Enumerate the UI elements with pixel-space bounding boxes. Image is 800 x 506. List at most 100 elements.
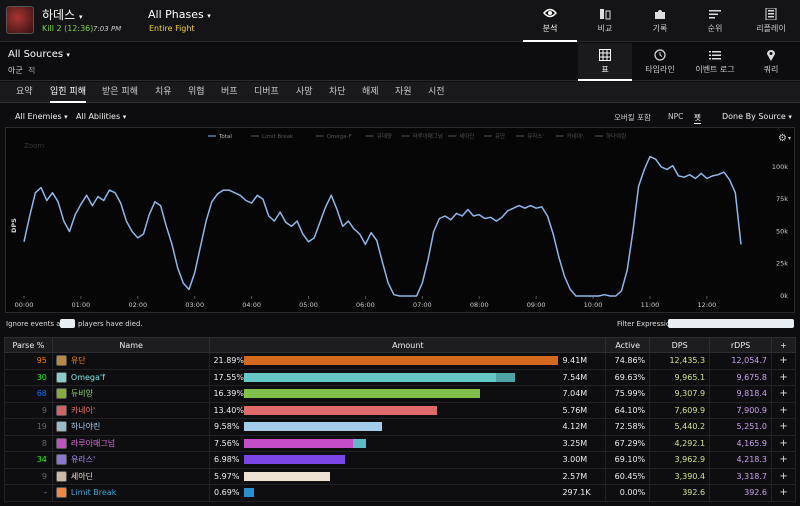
col-active[interactable]: Active bbox=[605, 337, 651, 353]
npc-toggle[interactable]: NPC bbox=[668, 112, 684, 121]
tab-buffs[interactable]: 버프 bbox=[221, 87, 238, 97]
col-amount[interactable]: Amount bbox=[209, 337, 607, 353]
table-row[interactable]: 9 카네아' 13.40% 5.76M 64.10% 7,609.9 7,900.9 + bbox=[4, 401, 796, 419]
player-name[interactable]: 하나야린 bbox=[70, 422, 101, 432]
col-parse[interactable]: Parse % bbox=[4, 337, 53, 353]
table-row[interactable]: 8 라루아매그넘 7.56% 3.25M 67.29% 4,292.1 4,165.9 + bbox=[4, 434, 796, 452]
nav-compare[interactable]: 비교 bbox=[578, 0, 632, 42]
dps-value: 7,609.9 bbox=[674, 405, 706, 415]
x-tick-label: 04:00 bbox=[242, 301, 261, 309]
abilities-filter[interactable]: All Abilities ▾ bbox=[76, 112, 126, 121]
boss-avatar bbox=[6, 6, 34, 34]
name-cell[interactable]: 하나야린 bbox=[51, 418, 211, 436]
name-cell[interactable]: Omega'f bbox=[51, 368, 211, 386]
expand-button[interactable]: + bbox=[771, 434, 796, 452]
name-cell[interactable]: 유단 bbox=[51, 352, 211, 370]
nav-rankings[interactable]: 순위 bbox=[688, 0, 742, 42]
table-row[interactable]: 68 듀비양 16.39% 7.04M 75.99% 9,307.9 9,818.4 + bbox=[4, 385, 796, 403]
expand-button[interactable]: + bbox=[771, 352, 796, 370]
name-cell[interactable]: 카네아' bbox=[51, 401, 211, 419]
tab-resources[interactable]: 자원 bbox=[395, 87, 412, 97]
dps-value: 9,965.1 bbox=[674, 372, 706, 382]
amount-percent: 17.55% bbox=[213, 372, 244, 382]
tab-interrupts[interactable]: 차단 bbox=[329, 87, 346, 97]
name-cell[interactable]: 듀비양 bbox=[51, 385, 211, 403]
table-row[interactable]: 19 하나야린 9.58% 4.12M 72.58% 5,440.2 5,251.0 + bbox=[4, 418, 796, 436]
col-name[interactable]: Name bbox=[51, 337, 211, 353]
amount-cell: 6.98% 3.00M bbox=[209, 451, 607, 469]
amount-value: 7.04M bbox=[562, 389, 588, 399]
player-name[interactable]: Limit Break bbox=[70, 488, 117, 498]
nav-records[interactable]: 기록 bbox=[633, 0, 687, 42]
player-name[interactable]: 세아딘 bbox=[70, 471, 93, 481]
tab-damage-done[interactable]: 입힌 피해 bbox=[50, 82, 86, 103]
view-timeline[interactable]: 타임라인 bbox=[633, 43, 687, 81]
col-rdps[interactable]: rDPS bbox=[709, 337, 773, 353]
expand-button[interactable]: + bbox=[771, 385, 796, 403]
rdps-cell: 5,251.0 bbox=[709, 418, 773, 436]
parse-cell: 34 bbox=[4, 451, 53, 469]
tab-dispels[interactable]: 해제 bbox=[362, 87, 379, 97]
rdps-cell: 3,318.7 bbox=[709, 467, 773, 485]
expand-button[interactable]: + bbox=[771, 467, 796, 485]
expand-button[interactable]: + bbox=[771, 368, 796, 386]
player-name[interactable]: 유단 bbox=[70, 356, 86, 366]
nav-replay[interactable]: 리플레이 bbox=[744, 0, 798, 42]
name-cell[interactable]: 유라스' bbox=[51, 451, 211, 469]
rdps-cell: 392.6 bbox=[709, 484, 773, 502]
filter-expression-input[interactable] bbox=[668, 319, 794, 328]
col-add[interactable]: + bbox=[771, 337, 796, 353]
expand-button[interactable]: + bbox=[771, 451, 796, 469]
hostile-toggle[interactable]: 적 bbox=[28, 66, 36, 75]
x-tick-label: 03:00 bbox=[185, 301, 204, 309]
tab-deaths[interactable]: 사망 bbox=[296, 87, 313, 97]
player-name[interactable]: 라루아매그넘 bbox=[70, 438, 116, 448]
view-event-log[interactable]: 이벤트 로그 bbox=[688, 43, 742, 81]
ignore-prefix: Ignore events after bbox=[6, 320, 73, 328]
parse-cell: 9 bbox=[4, 467, 53, 485]
player-name[interactable]: 듀비양 bbox=[70, 389, 93, 399]
table-row[interactable]: 30 Omega'f 17.55% 7.54M 69.63% 9,965.1 9,675.8… bbox=[4, 368, 796, 386]
amount-percent: 7.56% bbox=[214, 438, 240, 448]
table-row[interactable]: 34 유라스' 6.98% 3.00M 69.10% 3,962.9 4,218.3 + bbox=[4, 451, 796, 469]
tab-debuffs[interactable]: 디버프 bbox=[254, 87, 279, 97]
friendly-toggle[interactable]: 아군 bbox=[8, 66, 23, 75]
dps-cell: 9,307.9 bbox=[649, 385, 711, 403]
tab-threat[interactable]: 위협 bbox=[188, 87, 205, 97]
overkill-toggle[interactable]: 오버킬 포함 bbox=[614, 113, 651, 122]
tab-casts[interactable]: 시전 bbox=[428, 87, 445, 97]
tab-summary[interactable]: 요약 bbox=[16, 87, 33, 97]
table-row[interactable]: 95 유단 21.89% 9.41M 74.86% 12,435.3 12,054.7 + bbox=[4, 352, 796, 370]
table-row[interactable]: - Limit Break 0.69% 297.1K 0.00% 392.6 392.6 + bbox=[4, 484, 796, 502]
nav-analysis[interactable]: 분석 bbox=[523, 0, 577, 42]
pet-toggle[interactable]: 펫 bbox=[694, 113, 701, 124]
expand-button[interactable]: + bbox=[771, 401, 796, 419]
source-selector[interactable]: All Sources ▾ bbox=[8, 49, 70, 60]
expand-button[interactable]: + bbox=[771, 418, 796, 436]
dps-value: 12,435.3 bbox=[669, 356, 706, 366]
boss-selector[interactable]: 하데스 ▾ bbox=[42, 6, 82, 23]
enemies-filter[interactable]: All Enemies ▾ bbox=[15, 112, 68, 121]
table-row[interactable]: 9 세아딘 5.97% 2.57M 60.45% 3,390.4 3,318.7 + bbox=[4, 467, 796, 485]
player-name[interactable]: Omega'f bbox=[70, 372, 105, 382]
active-cell: 72.58% bbox=[605, 418, 651, 436]
tab-healing[interactable]: 치유 bbox=[155, 87, 172, 97]
amount-bar-track bbox=[244, 356, 559, 366]
dps-chart[interactable]: Total Limit Break Omega-F 유데양 라루아매그넘 세아딘 유단 유라스… bbox=[5, 127, 795, 313]
phase-selector[interactable]: All Phases ▾ bbox=[148, 8, 211, 21]
view-table[interactable]: 표 bbox=[578, 43, 632, 81]
expand-button[interactable]: + bbox=[771, 484, 796, 502]
tab-damage-taken[interactable]: 받은 피해 bbox=[102, 87, 138, 97]
rdps-value: 3,318.7 bbox=[736, 471, 768, 481]
name-cell[interactable]: 라루아매그넘 bbox=[51, 434, 211, 452]
name-cell[interactable]: Limit Break bbox=[51, 484, 211, 502]
group-by-selector[interactable]: Done By Source ▾ bbox=[722, 112, 792, 121]
player-name[interactable]: 유라스' bbox=[70, 455, 96, 465]
enemies-label: All Enemies bbox=[15, 112, 62, 121]
col-dps[interactable]: DPS bbox=[649, 337, 711, 353]
amount-bar bbox=[244, 405, 437, 415]
view-query[interactable]: 쿼리 bbox=[744, 43, 798, 81]
ignore-count-input[interactable] bbox=[60, 319, 75, 328]
player-name[interactable]: 카네아' bbox=[70, 405, 96, 415]
name-cell[interactable]: 세아딘 bbox=[51, 467, 211, 485]
